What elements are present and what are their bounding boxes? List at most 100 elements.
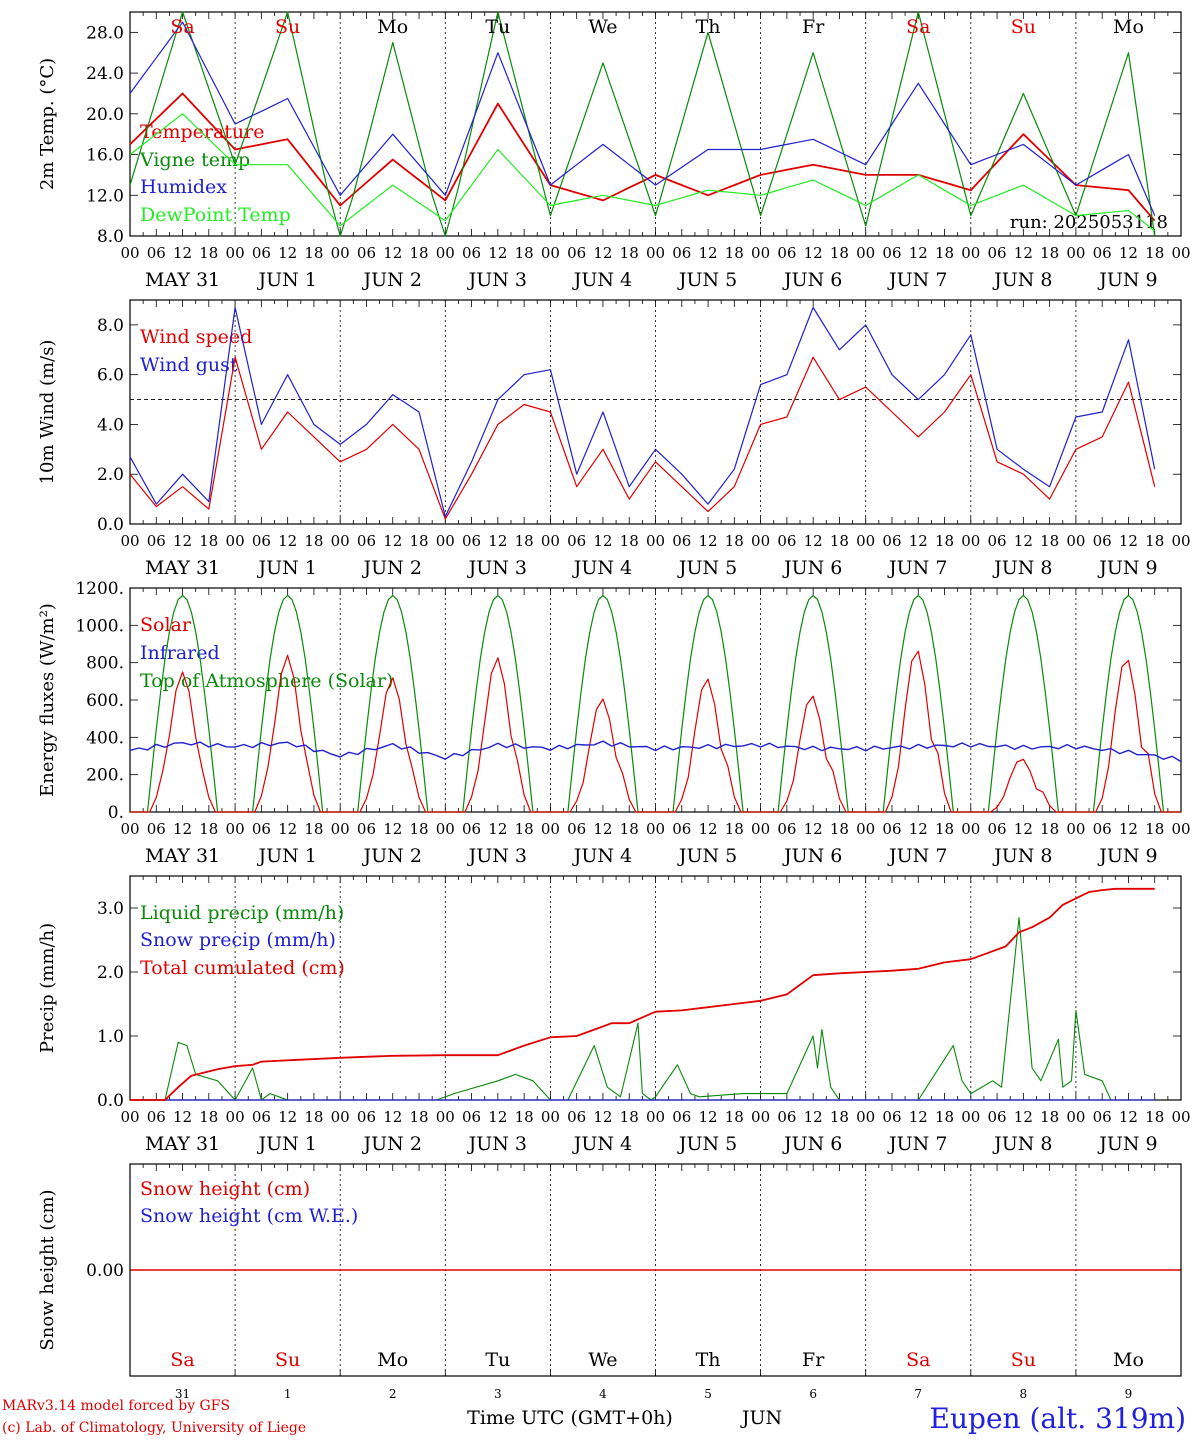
run-annotation: run: 2025053118 xyxy=(1010,212,1168,233)
hour-tick-label: 00 xyxy=(120,244,139,262)
legend-entry: Liquid precip (mm/h) xyxy=(140,902,344,924)
hour-tick-label: 00 xyxy=(961,820,980,838)
hour-tick-label: 06 xyxy=(777,820,796,838)
weekday-label: Fr xyxy=(802,16,825,38)
weekday-label: Sa xyxy=(170,1349,194,1371)
hour-tick-label: 12 xyxy=(1014,532,1033,550)
hour-tick-label: 06 xyxy=(1093,244,1112,262)
hour-tick-label: 18 xyxy=(830,244,849,262)
date-label: JUN 5 xyxy=(677,557,737,579)
y-axis-title: Energy fluxes (W/m²) xyxy=(37,603,58,797)
weekday-label: Su xyxy=(1011,1349,1036,1371)
date-label: JUN 9 xyxy=(1097,269,1157,291)
hour-tick-label: 18 xyxy=(1040,820,1059,838)
plot-frame xyxy=(129,1163,1182,1377)
hour-tick-label: 00 xyxy=(331,244,350,262)
date-label: MAY 31 xyxy=(145,1133,220,1155)
hour-tick-label: 06 xyxy=(567,532,586,550)
date-label: JUN 4 xyxy=(572,1133,632,1155)
hour-tick-label: 18 xyxy=(935,1108,954,1126)
hour-tick-label: 18 xyxy=(1145,820,1164,838)
hour-tick-label: 06 xyxy=(252,532,271,550)
copyright-notice: (c) Lab. of Climatology, University of L… xyxy=(2,1420,307,1436)
hour-tick-label: 06 xyxy=(252,1108,271,1126)
hour-tick-label: 12 xyxy=(1119,532,1138,550)
hour-tick-label: 06 xyxy=(672,532,691,550)
legend-entry: Humidex xyxy=(140,176,227,198)
series-line xyxy=(129,21,1156,216)
hour-tick-label: 12 xyxy=(173,820,192,838)
legend-entry: Wind speed xyxy=(140,326,252,348)
legend-entry: Snow height (cm W.E.) xyxy=(140,1205,358,1227)
hour-tick-label: 00 xyxy=(331,820,350,838)
hour-tick-label: 06 xyxy=(462,244,481,262)
weekday-label: Su xyxy=(275,1349,300,1371)
hour-tick-label: 18 xyxy=(1040,1108,1059,1126)
hour-tick-label: 12 xyxy=(488,532,507,550)
hour-tick-label: 18 xyxy=(830,820,849,838)
hour-tick-label: 18 xyxy=(409,244,428,262)
y-tick-label: 0.0 xyxy=(97,515,124,535)
date-label: JUN 2 xyxy=(362,557,422,579)
date-label: JUN 6 xyxy=(782,1133,842,1155)
y-axis-title: Precip (mm/h) xyxy=(37,923,58,1053)
date-label: JUN 9 xyxy=(1097,845,1157,867)
hour-tick-label: 12 xyxy=(593,820,612,838)
hour-tick-label: 12 xyxy=(1014,820,1033,838)
series-line xyxy=(130,917,1155,1101)
y-tick-label: 8.0 xyxy=(97,316,124,336)
weekday-label: Sa xyxy=(906,16,930,38)
day-number: 5 xyxy=(704,1387,712,1401)
hour-tick-label: 00 xyxy=(646,532,665,550)
plot-frame xyxy=(129,11,1182,237)
hour-tick-label: 12 xyxy=(909,244,928,262)
weekday-label: We xyxy=(588,1349,617,1371)
hour-tick-label: 00 xyxy=(120,820,139,838)
hour-tick-label: 18 xyxy=(304,1108,323,1126)
hour-tick-label: 06 xyxy=(252,820,271,838)
hour-tick-label: 00 xyxy=(120,1108,139,1126)
hour-tick-label: 18 xyxy=(1145,244,1164,262)
hour-tick-label: 12 xyxy=(699,244,718,262)
hour-tick-label: 06 xyxy=(567,820,586,838)
date-label: MAY 31 xyxy=(145,269,220,291)
hour-tick-label: 00 xyxy=(856,1108,875,1126)
panel-5: 0.00 Snow height (cm) Snow height (cm) Snow… xyxy=(37,1163,1182,1377)
legend-entry: Vigne temp xyxy=(139,149,250,171)
hour-tick-label: 00 xyxy=(226,820,245,838)
date-label: JUN 7 xyxy=(887,1133,947,1155)
hour-tick-label: 00 xyxy=(436,244,455,262)
date-label: JUN 4 xyxy=(572,557,632,579)
series-line xyxy=(129,356,1156,520)
hour-tick-label: 00 xyxy=(751,244,770,262)
weekday-label: Mo xyxy=(1113,1349,1144,1371)
hour-tick-label: 18 xyxy=(935,820,954,838)
weekday-label: Mo xyxy=(1113,16,1144,38)
hour-tick-label: 18 xyxy=(409,820,428,838)
hour-tick-label: 00 xyxy=(1171,1108,1190,1126)
date-label: JUN 3 xyxy=(467,269,527,291)
hour-tick-label: 00 xyxy=(120,532,139,550)
date-label: JUN 8 xyxy=(992,557,1052,579)
day-number: 8 xyxy=(1020,1387,1028,1401)
date-label: JUN 9 xyxy=(1097,557,1157,579)
hour-tick-label: 00 xyxy=(646,244,665,262)
day-number: 6 xyxy=(809,1387,817,1401)
hour-tick-label: 00 xyxy=(961,244,980,262)
hour-tick-label: 06 xyxy=(988,244,1007,262)
hour-tick-label: 18 xyxy=(515,244,534,262)
date-label: JUN 4 xyxy=(572,845,632,867)
hour-tick-label: 06 xyxy=(357,532,376,550)
month-label: JUN xyxy=(740,1407,782,1429)
hour-tick-label: 00 xyxy=(856,244,875,262)
hour-tick-label: 18 xyxy=(199,1108,218,1126)
hour-tick-label: 06 xyxy=(988,532,1007,550)
y-tick-label: 0. xyxy=(108,803,124,823)
date-label: JUN 5 xyxy=(677,269,737,291)
y-tick-label: 6.0 xyxy=(97,366,124,386)
date-label: JUN 8 xyxy=(992,269,1052,291)
hour-tick-label: 00 xyxy=(226,244,245,262)
series-line xyxy=(129,306,1156,518)
series-line xyxy=(129,113,1156,232)
hour-tick-label: 00 xyxy=(751,532,770,550)
